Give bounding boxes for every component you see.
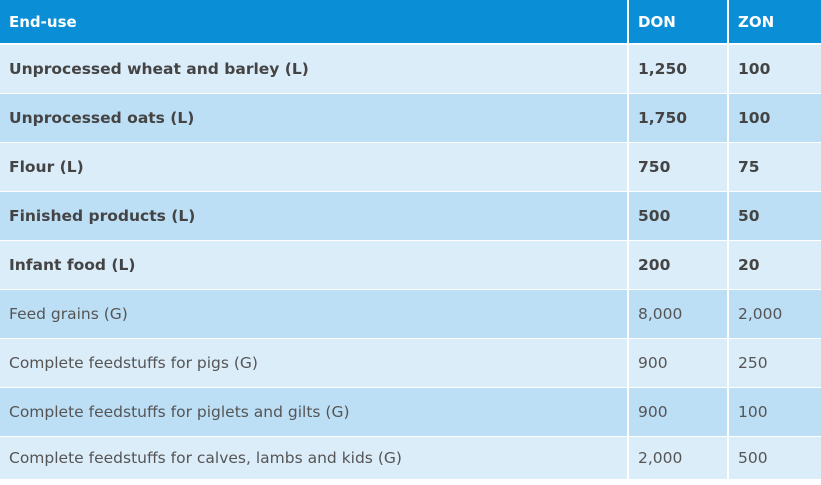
- header-don: DON: [628, 0, 729, 45]
- table-row: Finished products (L) 500 50: [0, 191, 821, 241]
- cell-don: 8,000: [628, 289, 729, 339]
- cell-end-use: Feed grains (G): [0, 289, 629, 339]
- cell-zon: 75: [728, 142, 821, 192]
- cell-end-use: Flour (L): [0, 142, 629, 192]
- cell-don: 200: [628, 240, 729, 290]
- cell-don: 1,250: [628, 44, 729, 94]
- header-row: End-use DON ZON: [0, 0, 821, 45]
- table-row: Complete feedstuffs for pigs (G) 900 250: [0, 338, 821, 388]
- cell-don: 1,750: [628, 93, 729, 143]
- table-row: Infant food (L) 200 20: [0, 240, 821, 290]
- cell-end-use: Complete feedstuffs for pigs (G): [0, 338, 629, 388]
- cell-end-use: Unprocessed wheat and barley (L): [0, 44, 629, 94]
- cell-don: 750: [628, 142, 729, 192]
- cell-end-use: Complete feedstuffs for calves, lambs an…: [0, 436, 629, 479]
- cell-don: 500: [628, 191, 729, 241]
- table-row: Complete feedstuffs for calves, lambs an…: [0, 436, 821, 479]
- cell-end-use: Finished products (L): [0, 191, 629, 241]
- cell-zon: 100: [728, 44, 821, 94]
- cell-end-use: Unprocessed oats (L): [0, 93, 629, 143]
- cell-zon: 20: [728, 240, 821, 290]
- cell-don: 2,000: [628, 436, 729, 479]
- table-row: Unprocessed wheat and barley (L) 1,250 1…: [0, 44, 821, 94]
- header-zon: ZON: [728, 0, 821, 45]
- header-end-use: End-use: [0, 0, 629, 45]
- cell-zon: 50: [728, 191, 821, 241]
- cell-end-use: Complete feedstuffs for piglets and gilt…: [0, 387, 629, 437]
- cell-zon: 100: [728, 387, 821, 437]
- cell-zon: 250: [728, 338, 821, 388]
- cell-end-use: Infant food (L): [0, 240, 629, 290]
- table-row: Feed grains (G) 8,000 2,000: [0, 289, 821, 339]
- table-body: Unprocessed wheat and barley (L) 1,250 1…: [0, 44, 821, 479]
- table-row: Flour (L) 750 75: [0, 142, 821, 192]
- cell-don: 900: [628, 338, 729, 388]
- cell-zon: 2,000: [728, 289, 821, 339]
- table-row: Unprocessed oats (L) 1,750 100: [0, 93, 821, 143]
- table-header: End-use DON ZON: [0, 0, 821, 45]
- cell-zon: 100: [728, 93, 821, 143]
- table-row: Complete feedstuffs for piglets and gilt…: [0, 387, 821, 437]
- cell-don: 900: [628, 387, 729, 437]
- cell-zon: 500: [728, 436, 821, 479]
